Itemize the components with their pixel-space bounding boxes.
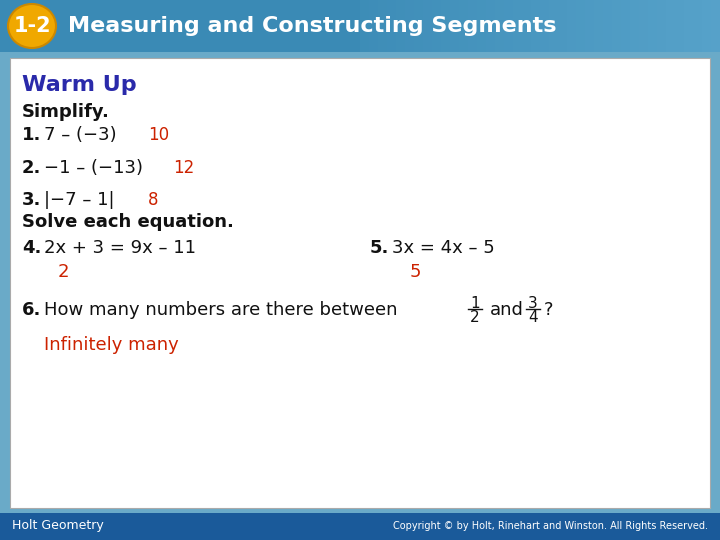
Text: Holt Geometry: Holt Geometry bbox=[12, 519, 104, 532]
FancyBboxPatch shape bbox=[612, 0, 621, 52]
FancyBboxPatch shape bbox=[405, 0, 414, 52]
FancyBboxPatch shape bbox=[450, 0, 459, 52]
FancyBboxPatch shape bbox=[666, 0, 675, 52]
FancyBboxPatch shape bbox=[0, 0, 720, 52]
FancyBboxPatch shape bbox=[369, 0, 378, 52]
Text: 12: 12 bbox=[173, 159, 194, 177]
Text: 4.: 4. bbox=[22, 239, 41, 257]
FancyBboxPatch shape bbox=[504, 0, 513, 52]
Text: Measuring and Constructing Segments: Measuring and Constructing Segments bbox=[68, 16, 557, 36]
FancyBboxPatch shape bbox=[441, 0, 450, 52]
Text: Simplify.: Simplify. bbox=[22, 103, 110, 121]
Text: and: and bbox=[490, 301, 524, 319]
FancyBboxPatch shape bbox=[567, 0, 576, 52]
Text: 3.: 3. bbox=[22, 191, 41, 209]
Text: 6.: 6. bbox=[22, 301, 41, 319]
FancyBboxPatch shape bbox=[432, 0, 441, 52]
Text: 5.: 5. bbox=[370, 239, 390, 257]
FancyBboxPatch shape bbox=[423, 0, 432, 52]
Text: 2: 2 bbox=[470, 309, 480, 325]
Text: Copyright © by Holt, Rinehart and Winston. All Rights Reserved.: Copyright © by Holt, Rinehart and Winsto… bbox=[393, 521, 708, 531]
Text: 2.: 2. bbox=[22, 159, 41, 177]
FancyBboxPatch shape bbox=[531, 0, 540, 52]
FancyBboxPatch shape bbox=[10, 58, 710, 508]
FancyBboxPatch shape bbox=[360, 0, 369, 52]
Text: Warm Up: Warm Up bbox=[22, 75, 137, 95]
FancyBboxPatch shape bbox=[693, 0, 702, 52]
Text: 1.: 1. bbox=[22, 126, 41, 144]
Text: −1 – (−13): −1 – (−13) bbox=[44, 159, 143, 177]
FancyBboxPatch shape bbox=[549, 0, 558, 52]
Text: Solve each equation.: Solve each equation. bbox=[22, 213, 234, 231]
Text: How many numbers are there between: How many numbers are there between bbox=[44, 301, 397, 319]
FancyBboxPatch shape bbox=[648, 0, 657, 52]
FancyBboxPatch shape bbox=[468, 0, 477, 52]
FancyBboxPatch shape bbox=[387, 0, 396, 52]
FancyBboxPatch shape bbox=[657, 0, 666, 52]
FancyBboxPatch shape bbox=[495, 0, 504, 52]
Text: 3: 3 bbox=[528, 295, 538, 310]
FancyBboxPatch shape bbox=[576, 0, 585, 52]
FancyBboxPatch shape bbox=[522, 0, 531, 52]
Text: Infinitely many: Infinitely many bbox=[44, 336, 179, 354]
Text: 7 – (−3): 7 – (−3) bbox=[44, 126, 117, 144]
FancyBboxPatch shape bbox=[585, 0, 594, 52]
FancyBboxPatch shape bbox=[540, 0, 549, 52]
Text: ?: ? bbox=[544, 301, 554, 319]
FancyBboxPatch shape bbox=[513, 0, 522, 52]
FancyBboxPatch shape bbox=[684, 0, 693, 52]
FancyBboxPatch shape bbox=[378, 0, 387, 52]
FancyBboxPatch shape bbox=[459, 0, 468, 52]
FancyBboxPatch shape bbox=[603, 0, 612, 52]
FancyBboxPatch shape bbox=[630, 0, 639, 52]
Text: 2x + 3 = 9x – 11: 2x + 3 = 9x – 11 bbox=[44, 239, 196, 257]
FancyBboxPatch shape bbox=[621, 0, 630, 52]
FancyBboxPatch shape bbox=[486, 0, 495, 52]
Text: 1: 1 bbox=[470, 295, 480, 310]
FancyBboxPatch shape bbox=[0, 513, 720, 540]
FancyBboxPatch shape bbox=[477, 0, 486, 52]
Ellipse shape bbox=[8, 4, 56, 48]
FancyBboxPatch shape bbox=[675, 0, 684, 52]
FancyBboxPatch shape bbox=[396, 0, 405, 52]
Text: 1-2: 1-2 bbox=[13, 16, 51, 36]
FancyBboxPatch shape bbox=[414, 0, 423, 52]
FancyBboxPatch shape bbox=[558, 0, 567, 52]
Text: 3x = 4x – 5: 3x = 4x – 5 bbox=[392, 239, 495, 257]
FancyBboxPatch shape bbox=[711, 0, 720, 52]
FancyBboxPatch shape bbox=[702, 0, 711, 52]
Text: 8: 8 bbox=[148, 191, 158, 209]
Text: 2: 2 bbox=[58, 263, 70, 281]
Text: |−7 – 1|: |−7 – 1| bbox=[44, 191, 114, 209]
Text: 10: 10 bbox=[148, 126, 169, 144]
Text: 5: 5 bbox=[410, 263, 421, 281]
Text: 4: 4 bbox=[528, 309, 538, 325]
FancyBboxPatch shape bbox=[639, 0, 648, 52]
FancyBboxPatch shape bbox=[594, 0, 603, 52]
